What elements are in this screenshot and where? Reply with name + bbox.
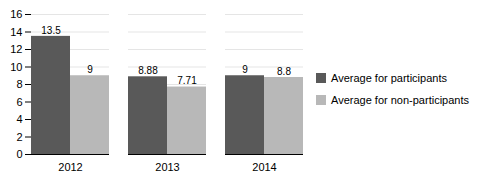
svg-text:12: 12 bbox=[10, 43, 22, 55]
svg-text:6: 6 bbox=[16, 96, 22, 108]
svg-text:0: 0 bbox=[16, 148, 22, 160]
svg-text:4: 4 bbox=[16, 113, 22, 125]
svg-text:2: 2 bbox=[16, 131, 22, 143]
svg-text:14: 14 bbox=[10, 26, 22, 38]
svg-text:16: 16 bbox=[10, 8, 22, 20]
svg-text:8.8: 8.8 bbox=[277, 66, 291, 77]
html-text:Average for participants: Average for participants bbox=[331, 72, 447, 84]
svg-text:10: 10 bbox=[10, 61, 22, 73]
svg-text:2014: 2014 bbox=[252, 161, 276, 173]
html-text:Average for non-participants: Average for non-participants bbox=[331, 94, 469, 106]
svg-text:9: 9 bbox=[87, 64, 93, 75]
svg-text:2012: 2012 bbox=[58, 161, 82, 173]
svg-text:2013: 2013 bbox=[155, 161, 179, 173]
svg-text:8: 8 bbox=[16, 78, 22, 90]
svg-text:13.5: 13.5 bbox=[41, 25, 61, 36]
svg-text:7.71: 7.71 bbox=[177, 75, 197, 86]
svg-text:8.88: 8.88 bbox=[138, 65, 158, 76]
svg-text:9: 9 bbox=[242, 64, 248, 75]
